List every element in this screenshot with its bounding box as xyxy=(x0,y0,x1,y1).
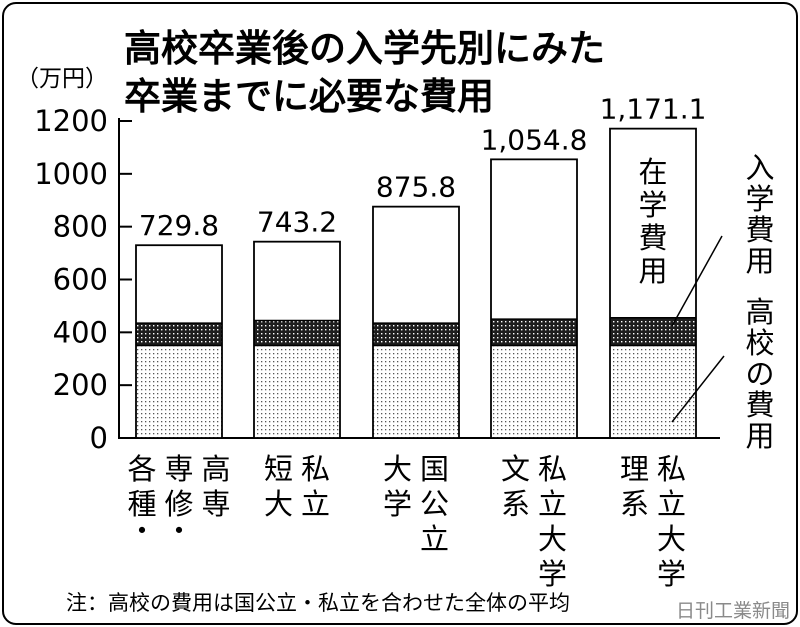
y-axis-ticks: 0 200 400 600 800 1000 1200 xyxy=(34,104,132,455)
legend-label-char: 学 xyxy=(745,182,774,216)
category-label-char: 短 xyxy=(264,452,293,486)
bar-segment-entry-cost xyxy=(610,317,696,346)
bar-outline xyxy=(253,240,341,439)
chart-title-line-2: 卒業までに必要な費用 xyxy=(124,75,494,118)
bar-total-label: 1,171.1 xyxy=(600,93,707,126)
category-label-char: 理 xyxy=(620,452,649,486)
stacked-bar-chart: 高校卒業後の入学先別にみた 卒業までに必要な費用 （万円） 0 200 400 600… xyxy=(16,27,790,622)
category-label-char: 高 xyxy=(201,452,230,486)
y-axis-unit-label: （万円） xyxy=(16,66,108,92)
legend-label-char: 費 xyxy=(745,213,774,247)
category-label-char: 学 xyxy=(657,557,686,591)
legend-label-char: 校 xyxy=(745,326,774,360)
category-label-char: 系 xyxy=(501,487,530,521)
category-label-char: ・ xyxy=(164,514,193,548)
category-label-char: 種 xyxy=(127,487,156,521)
category-label-char: 大 xyxy=(383,452,412,486)
y-tick-label: 200 xyxy=(53,368,108,402)
bar-segment-entry-cost xyxy=(373,323,459,346)
category-label-char: 国 xyxy=(420,452,449,486)
category-label-char: 大 xyxy=(264,487,293,521)
bar-total-label: 743.2 xyxy=(257,206,337,239)
category-label-char: 学 xyxy=(538,557,567,591)
category-label-char: 立 xyxy=(301,487,330,521)
bar-segment-study-cost xyxy=(491,159,577,320)
bar-segment-highschool-cost xyxy=(610,345,696,438)
legend-label-char: 高 xyxy=(745,295,774,329)
credit-label: 日刊工業新聞 xyxy=(676,600,790,622)
in-bar-label-char: 費 xyxy=(638,221,667,255)
bar-outline xyxy=(490,158,578,439)
category-label-char: 立 xyxy=(538,487,567,521)
category-label-char: 私 xyxy=(657,452,686,486)
bar-total-label: 1,054.8 xyxy=(481,123,588,156)
bar-total-label: 729.8 xyxy=(139,209,219,242)
bar-segment-highschool-cost xyxy=(136,345,222,438)
category-label-char: 私 xyxy=(301,452,330,486)
y-tick-label: 1200 xyxy=(34,104,108,138)
category-label-char: 専 xyxy=(164,452,193,486)
category-label-char: 各 xyxy=(127,452,156,486)
y-tick-label: 400 xyxy=(53,315,108,349)
category-label-char: 私 xyxy=(538,452,567,486)
in-bar-label-char: 用 xyxy=(638,254,667,288)
bar-segment-highschool-cost xyxy=(373,345,459,438)
legend-label-char: の xyxy=(745,357,774,391)
y-tick-label: 800 xyxy=(53,210,108,244)
category-label-char: 学 xyxy=(383,487,412,521)
bar-segment-study-cost xyxy=(610,128,696,318)
bar-segment-entry-cost xyxy=(491,319,577,346)
legend-label-char: 入 xyxy=(745,151,774,185)
category-label-char: 公 xyxy=(420,487,449,521)
in-bar-label-char: 在 xyxy=(638,155,667,189)
category-label-char: 立 xyxy=(420,522,449,556)
y-tick-label: 600 xyxy=(53,263,108,297)
legend-label-char: 用 xyxy=(745,419,774,453)
bar-outline xyxy=(372,205,460,439)
category-label-char: ・ xyxy=(127,514,156,548)
total-labels-group: 729.8 743.2 875.8 1,054.8 1,171.1 xyxy=(139,93,707,243)
legend-label-char: 用 xyxy=(745,244,774,278)
bar-segment-entry-cost xyxy=(136,323,222,346)
y-tick-label: 0 xyxy=(90,421,108,455)
chart-title-line-1: 高校卒業後の入学先別にみた xyxy=(124,27,605,70)
legend-label-char: 費 xyxy=(745,388,774,422)
category-label-char: 立 xyxy=(657,487,686,521)
bar-segment-study-cost xyxy=(373,206,459,324)
category-label-char: 系 xyxy=(620,487,649,521)
bar-segment-study-cost xyxy=(136,245,222,324)
category-label-char: 修 xyxy=(164,487,193,521)
bar-segment-highschool-cost xyxy=(491,345,577,438)
bar-total-label: 875.8 xyxy=(376,171,456,204)
bar-segment-entry-cost xyxy=(254,320,340,346)
category-label-char: 大 xyxy=(657,522,686,556)
bar-segment-study-cost xyxy=(254,241,340,321)
footnote: 注：高校の費用は国公立・私立を合わせた全体の平均 xyxy=(66,591,570,615)
category-label-char: 大 xyxy=(538,522,567,556)
bar-outline xyxy=(135,244,223,439)
in-bar-label-char: 学 xyxy=(638,188,667,222)
category-label-char: 専 xyxy=(201,487,230,521)
legend-leader-highschool-cost xyxy=(671,355,725,423)
category-label-char: 文 xyxy=(501,452,530,486)
bars-group xyxy=(135,127,697,439)
legend-leader-entry-cost xyxy=(671,235,723,327)
bar-segment-highschool-cost xyxy=(254,345,340,438)
y-tick-label: 1000 xyxy=(34,157,108,191)
